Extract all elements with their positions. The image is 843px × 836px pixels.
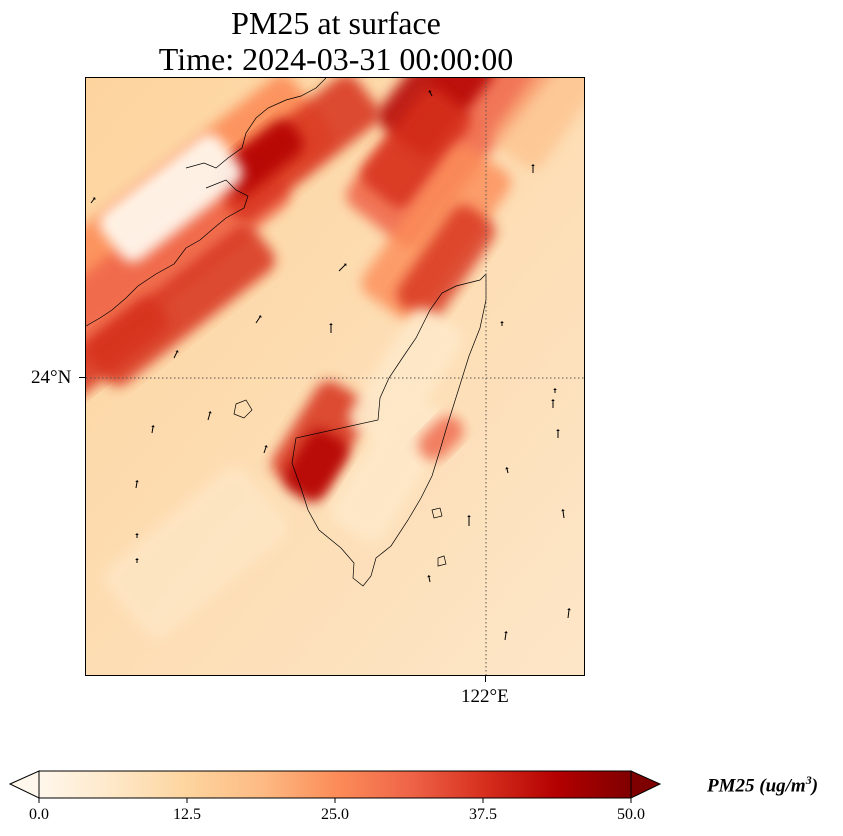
colorbar-gradient [38, 770, 632, 799]
longitude-label: 122°E [461, 686, 509, 707]
coastline-segment [185, 78, 327, 169]
coastlines [86, 78, 487, 587]
wind-vector-head [561, 509, 565, 512]
wind-vector-head [151, 425, 155, 428]
wind-vector-head [92, 197, 96, 201]
wind-vector-head [467, 515, 471, 517]
colorbar-tick-label: 0.0 [29, 806, 49, 823]
wind-vector-shaft [135, 481, 138, 489]
pm25-plume-cell [86, 297, 169, 399]
pm25-plume-cell [331, 393, 451, 543]
coastline-segment [233, 399, 253, 419]
wind-vector-head [135, 558, 139, 560]
pm25-plume-cell [418, 415, 464, 461]
pm25-plume-cell [86, 148, 291, 378]
colorbar-label: PM25 (ug/m3) [707, 773, 819, 797]
coastline-segment [431, 507, 443, 519]
graticule [86, 78, 584, 675]
wind-vector-shaft [151, 426, 154, 434]
pm25-plume-cell [492, 78, 584, 169]
map-title-line1: PM25 at surface [231, 5, 441, 41]
wind-vector-head [343, 263, 347, 267]
wind-vector-shaft [255, 316, 261, 324]
wind-vector-shaft [567, 609, 570, 619]
wind-vector-head [553, 388, 557, 390]
wind-vector-head [551, 399, 555, 401]
wind-vector-head [428, 90, 432, 93]
lon-tick-mark [485, 676, 486, 682]
wind-vector-shaft [338, 264, 346, 272]
wind-vector-head [208, 411, 212, 414]
wind-vector-head [504, 631, 508, 634]
pm25-plume-cell [396, 205, 496, 321]
wind-vector-head [427, 575, 431, 578]
wind-vector-head [258, 315, 262, 318]
coastline-segment [291, 273, 487, 587]
colorbar-tick-label: 25.0 [321, 806, 349, 823]
wind-vector-head [135, 533, 139, 535]
colorbar-min-extend-arrow [8, 770, 40, 799]
pm25-plume-cell [361, 87, 471, 209]
pm25-map [86, 78, 584, 675]
wind-vector-head [505, 467, 509, 470]
wind-vector-head [500, 321, 504, 323]
wind-vector-head [264, 445, 268, 448]
latitude-label: 24°N [31, 367, 72, 388]
coastline-segment [86, 179, 249, 327]
colorbar-tick-label: 12.5 [173, 806, 201, 823]
pm25-plume-cell [283, 429, 349, 502]
wind-vector-shaft [207, 412, 211, 421]
wind-vector-shaft [504, 632, 507, 641]
wind-vector-shaft [506, 468, 509, 474]
colorbar-tick-label: 37.5 [469, 806, 497, 823]
coastline-segment [437, 555, 447, 567]
wind-vector-head [175, 350, 179, 353]
pm25-plume-cell [103, 466, 289, 640]
wind-vector-head [329, 323, 333, 325]
pm25-concentration-field [86, 78, 584, 640]
wind-vector-shaft [428, 576, 431, 583]
wind-vector-shaft [263, 446, 267, 454]
wind-vector-head [556, 429, 560, 431]
pm25-plume-cell [361, 144, 511, 322]
wind-vector-head [531, 164, 535, 166]
lat-tick-mark [79, 377, 85, 378]
colorbar-max-extend-arrow [630, 770, 662, 799]
colorbar-tick-label: 50.0 [617, 806, 645, 823]
wind-vectors [90, 90, 571, 641]
wind-vector-head [135, 480, 139, 483]
wind-vector-shaft [90, 198, 95, 204]
colorbar [8, 770, 662, 803]
map-title-line2: Time: 2024-03-31 00:00:00 [158, 41, 514, 77]
map-panel [85, 77, 585, 676]
wind-vector-shaft [429, 91, 433, 97]
pm25-plume-cell [99, 133, 243, 263]
wind-vector-shaft [173, 351, 178, 359]
wind-vector-head [567, 608, 571, 611]
wind-vector-shaft [562, 510, 565, 519]
